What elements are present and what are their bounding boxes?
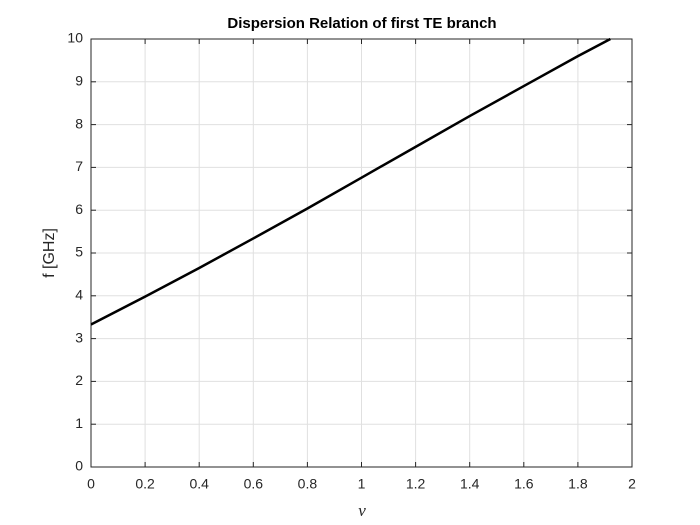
x-tick-label: 2 (628, 476, 636, 492)
x-tick-label: 0.8 (298, 476, 318, 492)
y-tick-label: 2 (75, 372, 83, 388)
y-tick-label: 0 (75, 458, 83, 474)
x-axis-label: ν (358, 501, 366, 520)
y-tick-label: 10 (67, 30, 83, 46)
y-tick-label: 6 (75, 201, 83, 217)
y-tick-label: 3 (75, 329, 83, 345)
y-tick-label: 4 (75, 287, 83, 303)
y-axis-label: f [GHz] (41, 228, 58, 278)
y-tick-label: 1 (75, 415, 83, 431)
y-tick-label: 9 (75, 73, 83, 89)
x-tick-label: 1.8 (568, 476, 588, 492)
x-tick-label: 1.2 (406, 476, 426, 492)
y-tick-label: 7 (75, 158, 83, 174)
y-tick-label: 8 (75, 115, 83, 131)
x-tick-label: 1 (358, 476, 366, 492)
chart-title: Dispersion Relation of first TE branch (227, 15, 496, 32)
x-tick-label: 0 (87, 476, 95, 492)
x-tick-label: 0.4 (189, 476, 209, 492)
x-tick-label: 0.2 (135, 476, 155, 492)
x-tick-label: 1.6 (514, 476, 534, 492)
y-tick-label: 5 (75, 244, 83, 260)
x-tick-label: 0.6 (244, 476, 264, 492)
plot-frame (90, 38, 633, 468)
data-line (90, 37, 611, 326)
x-tick-label: 1.4 (460, 476, 480, 492)
